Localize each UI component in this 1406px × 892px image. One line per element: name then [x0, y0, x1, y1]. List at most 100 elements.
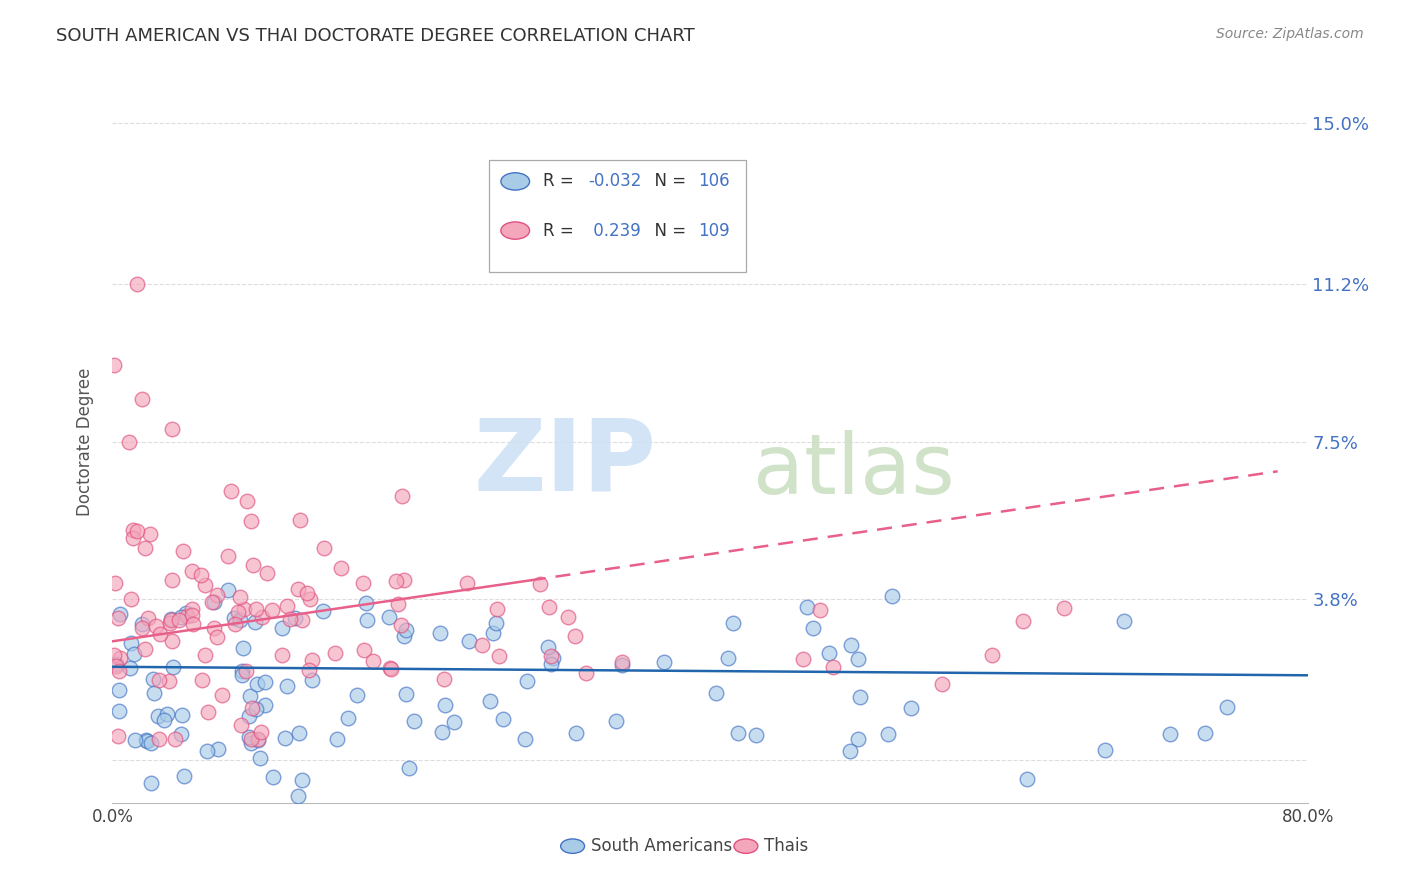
Point — [190, 568, 212, 582]
Point — [312, 541, 335, 556]
Point — [492, 712, 515, 726]
Point — [262, 770, 284, 784]
Point — [801, 621, 824, 635]
Point — [240, 514, 263, 528]
Point — [1112, 614, 1135, 628]
Point — [202, 595, 225, 609]
Point — [148, 673, 170, 687]
Point — [233, 602, 256, 616]
Point — [156, 706, 179, 721]
Point — [228, 606, 250, 620]
Point — [207, 742, 229, 756]
Point — [165, 732, 187, 747]
Point — [395, 687, 418, 701]
Point — [392, 574, 415, 588]
Point — [236, 493, 259, 508]
Point — [839, 638, 862, 652]
Point — [256, 566, 278, 581]
Point — [488, 649, 510, 664]
Point — [792, 651, 814, 665]
Point — [228, 591, 250, 605]
Text: Source: ZipAtlas.com: Source: ZipAtlas.com — [1216, 27, 1364, 41]
Point — [398, 761, 420, 775]
Point — [537, 600, 560, 615]
Point — [823, 660, 845, 674]
Point — [240, 700, 263, 714]
Point — [529, 576, 551, 591]
Point — [346, 688, 368, 702]
Point — [392, 629, 415, 643]
Point — [191, 673, 214, 687]
Point — [254, 675, 277, 690]
Point — [846, 732, 869, 747]
Point — [134, 541, 156, 556]
Point — [231, 718, 253, 732]
Point — [432, 724, 454, 739]
Point — [796, 600, 818, 615]
Point — [217, 549, 239, 563]
Point — [330, 560, 353, 574]
Point — [271, 648, 294, 663]
Point — [243, 615, 266, 629]
Text: ZIP: ZIP — [474, 415, 657, 512]
Point — [122, 531, 145, 545]
Point — [478, 694, 501, 708]
Point — [298, 664, 321, 678]
Point — [134, 642, 156, 657]
Point — [271, 621, 294, 635]
Text: R =: R = — [543, 172, 579, 190]
Point — [108, 664, 131, 678]
Point — [513, 731, 536, 746]
Point — [385, 574, 408, 588]
Point — [108, 683, 131, 698]
Point — [120, 636, 142, 650]
Point — [260, 603, 283, 617]
Point — [287, 582, 309, 596]
Point — [443, 714, 465, 729]
Point — [980, 648, 1002, 662]
Point — [104, 659, 127, 673]
Point — [136, 734, 159, 748]
Point — [605, 714, 627, 728]
Point — [817, 646, 839, 660]
Text: N =: N = — [644, 172, 692, 190]
Point — [197, 705, 219, 719]
Point — [176, 609, 198, 624]
Point — [238, 730, 260, 744]
Point — [148, 627, 170, 641]
Point — [146, 709, 169, 723]
Point — [201, 595, 224, 609]
Text: 106: 106 — [699, 172, 730, 190]
Y-axis label: Doctorate Degree: Doctorate Degree — [76, 368, 94, 516]
Point — [389, 617, 412, 632]
Point — [249, 750, 271, 764]
Point — [127, 524, 149, 538]
Point — [118, 434, 141, 449]
Point — [311, 604, 333, 618]
Point — [1017, 772, 1039, 786]
Point — [169, 609, 191, 624]
Point — [211, 688, 233, 702]
Point — [288, 726, 311, 740]
Point — [276, 679, 298, 693]
Point — [287, 789, 309, 803]
Point — [434, 698, 457, 713]
Point — [122, 523, 145, 537]
Text: SOUTH AMERICAN VS THAI DOCTORATE DEGREE CORRELATION CHART: SOUTH AMERICAN VS THAI DOCTORATE DEGREE … — [56, 27, 695, 45]
Point — [721, 615, 744, 630]
Point — [274, 731, 297, 745]
Point — [235, 664, 257, 678]
Point — [931, 677, 953, 691]
Point — [652, 655, 675, 669]
Point — [291, 773, 314, 788]
Point — [224, 617, 246, 632]
Point — [564, 629, 586, 643]
Point — [574, 665, 596, 680]
Point — [107, 705, 129, 719]
Point — [402, 714, 425, 728]
Point — [485, 602, 508, 616]
Point — [173, 769, 195, 783]
Point — [181, 617, 204, 632]
Point — [326, 732, 349, 747]
Point — [1216, 700, 1239, 714]
